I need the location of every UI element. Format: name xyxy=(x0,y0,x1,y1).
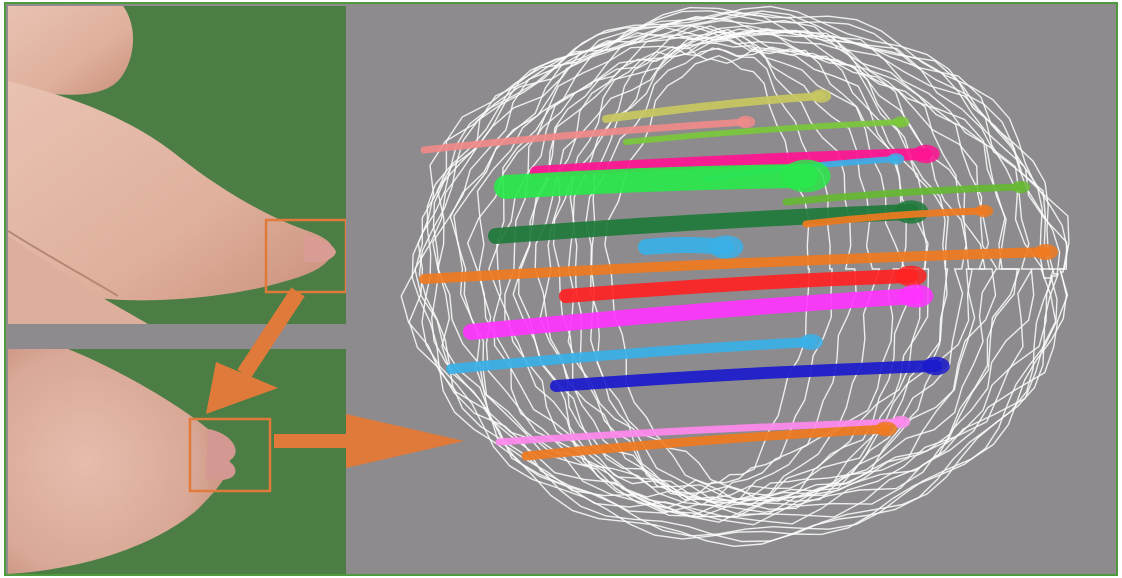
skin-upper xyxy=(8,6,134,95)
skin-lower xyxy=(8,236,148,324)
duct-branch xyxy=(602,92,825,123)
bottom-photo-drawing xyxy=(8,349,272,574)
duct-terminal xyxy=(1011,180,1031,194)
duct-branch xyxy=(559,269,918,303)
duct-terminal xyxy=(892,116,910,128)
skin-main xyxy=(8,81,333,306)
duct-terminal xyxy=(1034,244,1058,260)
duct-terminal xyxy=(887,153,905,165)
duct-branch xyxy=(530,148,932,178)
top-highlight-box xyxy=(264,218,346,294)
contour-line xyxy=(408,15,1070,514)
duct-branch xyxy=(495,418,905,446)
duct-terminal xyxy=(708,235,744,259)
duct-branch xyxy=(623,119,904,145)
duct-terminal xyxy=(895,265,927,287)
top-photograph xyxy=(8,6,346,324)
contour-line xyxy=(504,25,929,503)
contour-line xyxy=(604,46,913,500)
contour-line xyxy=(589,43,811,494)
duct-branch xyxy=(802,207,988,228)
contour-line xyxy=(436,23,1055,518)
outer-contour xyxy=(421,10,1061,540)
bottom-highlight-box xyxy=(188,417,272,493)
contour-line xyxy=(567,39,949,500)
duct-branches xyxy=(419,89,1058,461)
nipple-top xyxy=(304,234,336,263)
contour-line xyxy=(414,12,1045,525)
duct-terminal xyxy=(799,334,823,350)
wireframe-panel xyxy=(206,5,1070,548)
duct-terminal xyxy=(898,284,934,308)
duct-terminal xyxy=(922,356,950,376)
skin-fold xyxy=(8,230,119,297)
contour-line xyxy=(552,41,857,506)
contour-line xyxy=(431,19,1021,526)
duct-terminal xyxy=(974,204,994,218)
wireframe-contours xyxy=(400,5,1070,548)
contour-line xyxy=(572,45,833,501)
duct-branch xyxy=(419,247,1051,284)
duct-terminal xyxy=(874,421,898,437)
contour-line xyxy=(585,46,930,501)
nipple-closeup xyxy=(206,429,236,480)
duct-branch xyxy=(782,183,1025,206)
duct-branch xyxy=(463,288,924,340)
top-photo-drawing xyxy=(8,6,346,324)
duct-branch xyxy=(550,360,942,392)
right-arrow-icon xyxy=(274,414,464,468)
duct-terminal xyxy=(736,115,756,129)
duct-branch xyxy=(521,424,891,461)
contour-line xyxy=(512,30,986,503)
panel-divider xyxy=(8,324,346,349)
duct-terminal xyxy=(912,144,940,164)
outer-contour xyxy=(418,5,1060,543)
duct-branch xyxy=(420,118,750,154)
duct-terminal xyxy=(781,159,831,193)
duct-branch xyxy=(494,164,818,199)
skin-closeup xyxy=(8,349,230,574)
duct-branch xyxy=(488,204,919,244)
contour-line xyxy=(517,28,906,507)
diagonal-arrow-icon xyxy=(206,287,305,414)
contour-line xyxy=(534,35,881,508)
duct-branch xyxy=(446,337,816,374)
duct-terminal xyxy=(891,415,911,429)
bottom-photograph xyxy=(8,349,346,574)
contour-line xyxy=(488,29,999,510)
contour-line xyxy=(466,28,1019,516)
figure-frame xyxy=(4,2,1118,576)
contour-line xyxy=(449,27,1035,518)
duct-terminal xyxy=(810,89,832,103)
outer-contour xyxy=(411,10,1054,548)
